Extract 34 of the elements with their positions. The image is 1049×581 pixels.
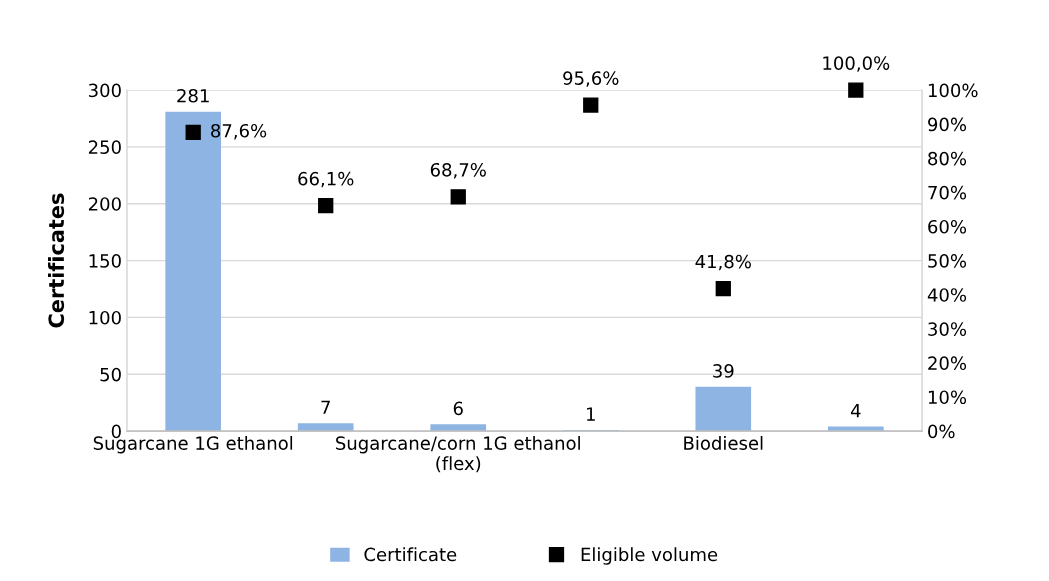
y-tick-label: 100 <box>89 310 121 325</box>
y2-tick-label: 80% <box>928 151 967 166</box>
y-tick-label: 200 <box>88 197 121 211</box>
data-label: 87,6% <box>211 123 267 140</box>
y2-tick-label: 70% <box>928 185 967 200</box>
y2-tick-label: 0% <box>928 424 955 439</box>
y2-tick-label: 10% <box>928 390 967 405</box>
data-label: 68,7% <box>430 162 486 179</box>
legend-label: Certificate <box>364 547 457 562</box>
y2-tick-label: 20% <box>928 356 967 371</box>
data-label: 281 <box>177 88 209 103</box>
data-label: 7 <box>321 400 330 414</box>
y2-tick-label: 100% <box>928 83 978 98</box>
data-label: 95,6% <box>563 71 619 87</box>
data-label: 6 <box>453 401 463 416</box>
data-label: 66,1% <box>298 171 354 188</box>
data-label: 41,8% <box>695 254 751 271</box>
y2-tick-label: 50% <box>928 254 967 268</box>
y-tick-label: 300 <box>88 83 121 98</box>
y2-tick-label: 90% <box>928 117 967 132</box>
y-tick-label: 150 <box>89 254 121 268</box>
legend-label: Eligible volume <box>581 547 718 565</box>
y-tick-label: 50 <box>100 367 121 382</box>
y-axis-title: Certificates <box>48 193 65 328</box>
x-tick-label: Biodiesel <box>684 435 763 450</box>
y-tick-label: 250 <box>88 140 121 155</box>
data-label: 100,0% <box>823 56 890 72</box>
data-label: 1 <box>587 407 595 421</box>
x-tick-label: Sugarcane/corn 1G ethanol (flex) <box>336 435 580 473</box>
data-label: 39 <box>713 364 734 378</box>
y2-tick-label: 30% <box>928 322 967 336</box>
y2-tick-label: 40% <box>927 288 967 302</box>
y2-tick-label: 60% <box>928 219 967 234</box>
data-label: 4 <box>850 404 861 418</box>
